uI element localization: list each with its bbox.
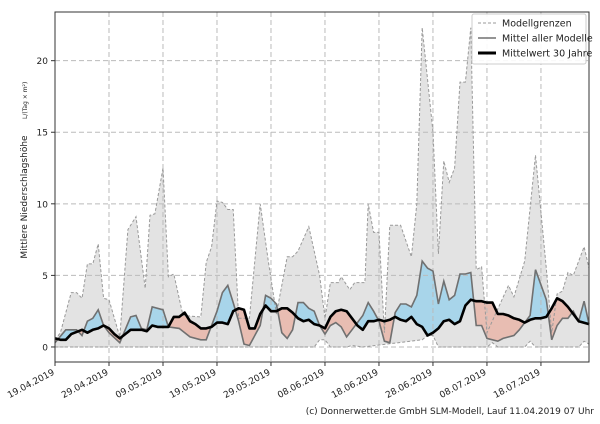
x-tick-label: 09.05.2019	[114, 368, 164, 401]
plot-frame	[54, 11, 590, 363]
model-range-band	[55, 27, 589, 347]
x-tick-label: 19.04.2019	[6, 368, 56, 401]
model-max-line	[54, 27, 590, 341]
x-tick-label: 19.05.2019	[168, 368, 218, 401]
fill-above-mean	[55, 261, 589, 340]
plot-area: 0 5 10 15 20 19.04.2019 29.04.2019 09.05.2019 19…	[6, 11, 590, 401]
legend-label-mittelwert-30-jahre: Mittelwert 30 Jahre	[502, 49, 592, 60]
legend-label-mittel-aller-modelle: Mittel aller Modelle	[502, 34, 593, 45]
y-tick-label: 20	[37, 57, 49, 67]
x-tick-label: 08.07.2019	[438, 368, 488, 401]
y-tick-label: 0	[42, 343, 48, 353]
x-tick-label: 18.07.2019	[492, 368, 542, 401]
y-axis-label: Mittlere Niederschlagshöhe L/(Tag × m²)	[20, 82, 30, 259]
y-tick-label: 5	[42, 272, 48, 282]
y-axis-unit: L/(Tag × m²)	[22, 82, 29, 119]
footer-credit: (c) Donnerwetter.de GmbH SLM-Modell, Lau…	[306, 407, 595, 417]
x-tick-label: 18.06.2019	[330, 368, 380, 401]
x-tick-label: 28.06.2019	[384, 368, 434, 401]
y-axis-title: Mittlere Niederschlagshöhe	[20, 135, 30, 259]
y-tick-label: 10	[37, 200, 49, 210]
legend-box	[471, 13, 587, 65]
fill-below-mean	[55, 298, 589, 346]
model-mean-line	[54, 259, 590, 347]
mean-30-years-line	[54, 297, 590, 342]
legend-label-modellgrenzen: Modellgrenzen	[502, 19, 572, 30]
y-tick-label: 15	[37, 129, 48, 139]
x-tick-label: 29.04.2019	[60, 368, 110, 401]
legend: Modellgrenzen Mittel aller Modelle Mitte…	[471, 13, 593, 65]
x-tick-label: 08.06.2019	[276, 368, 326, 401]
model-min-line	[55, 335, 590, 348]
x-tick-label: 29.05.2019	[222, 368, 272, 401]
